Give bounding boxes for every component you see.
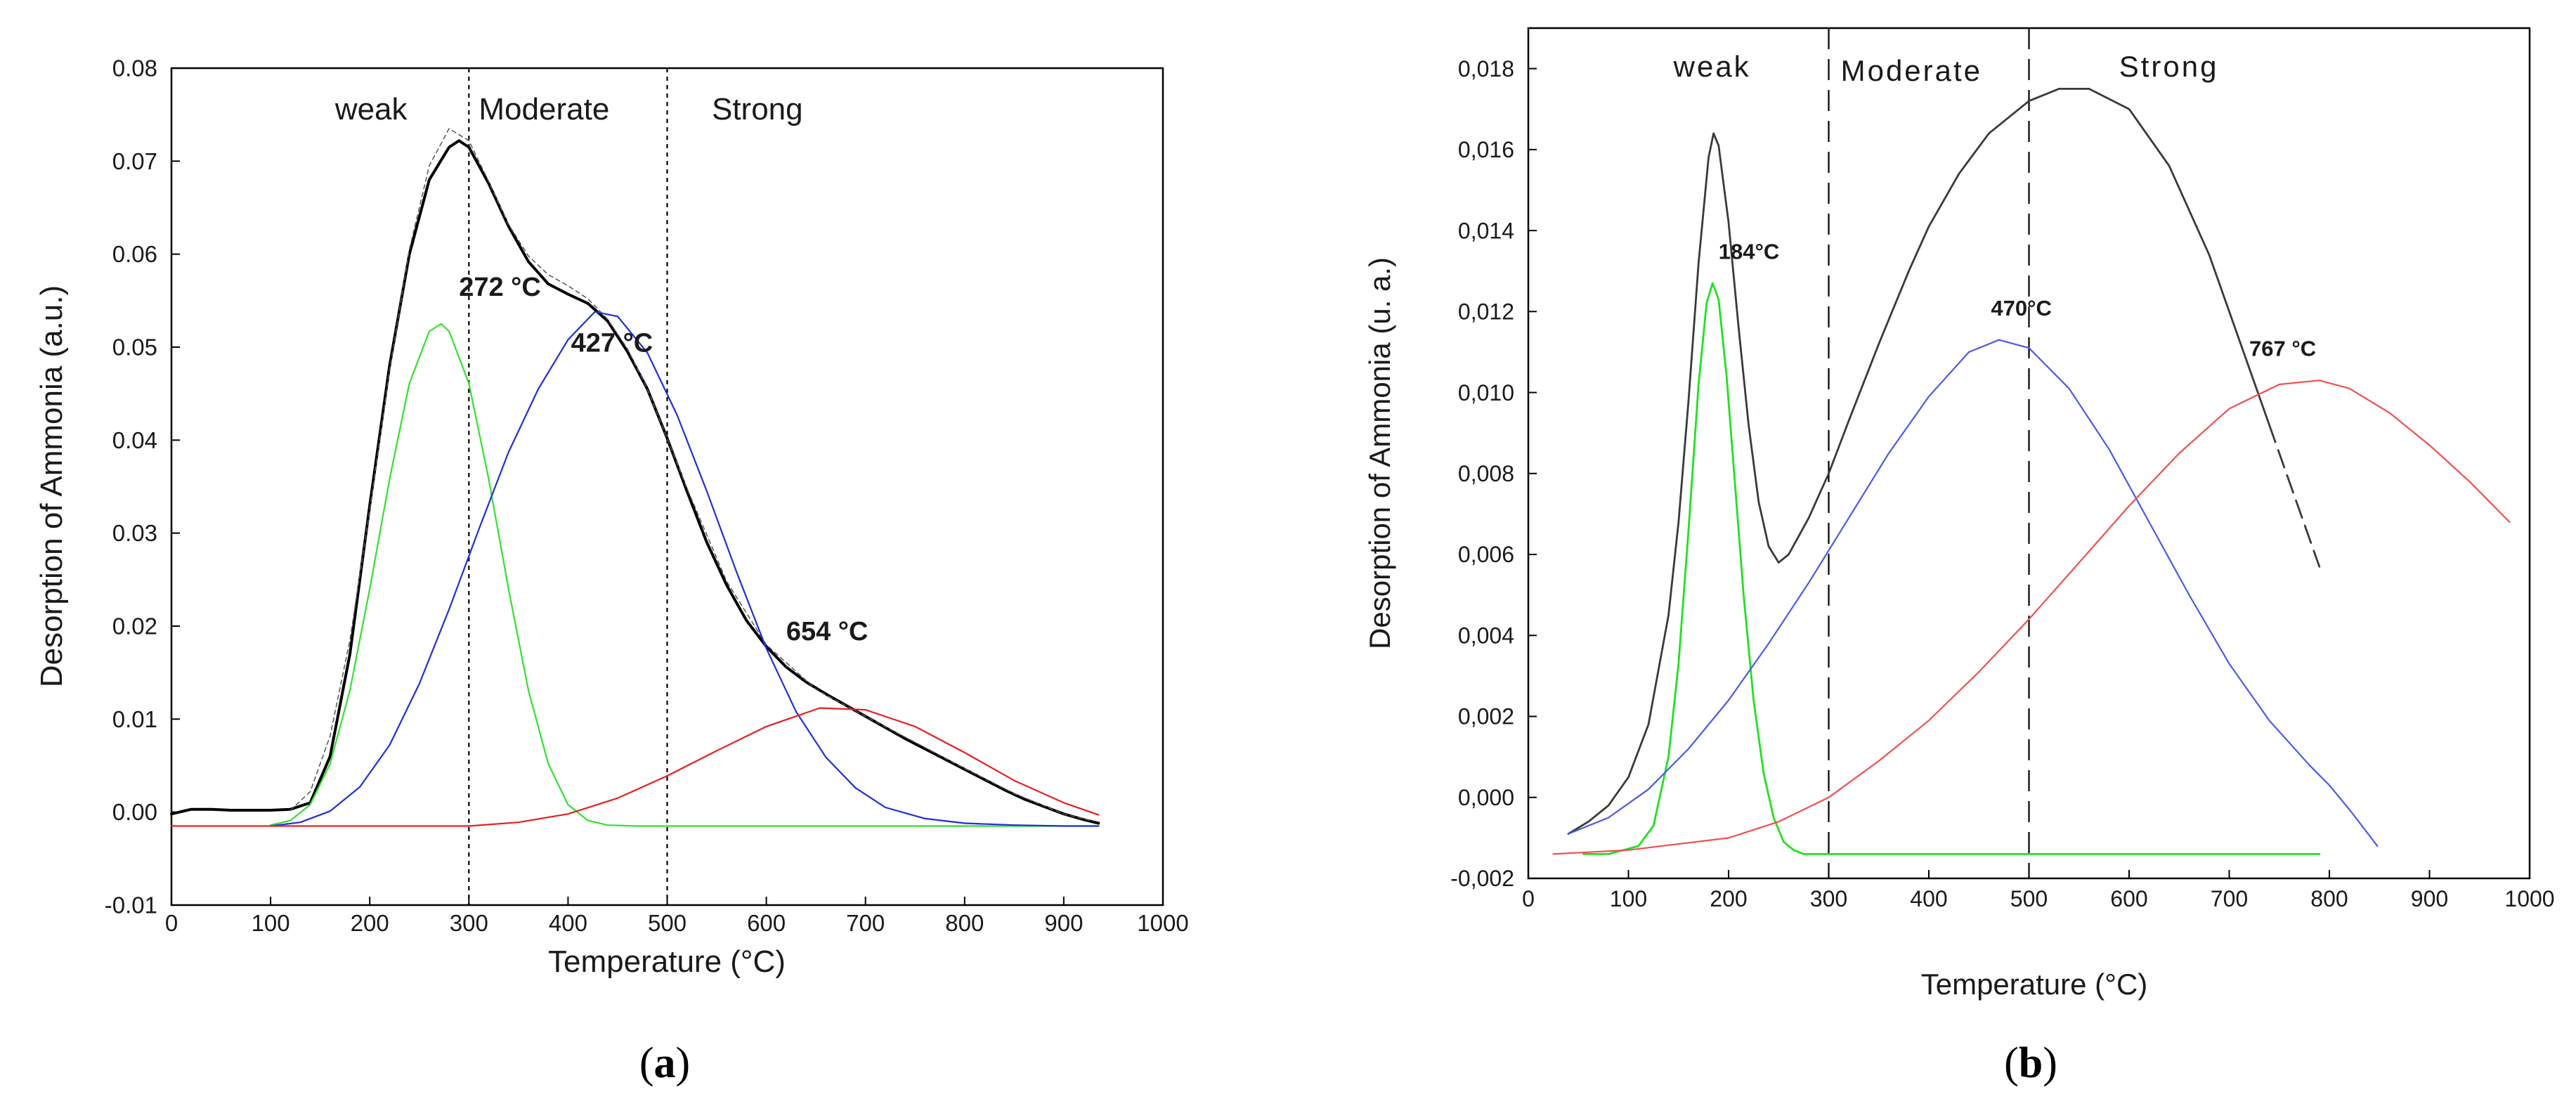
x-tick-label-400-a: 400 — [549, 910, 587, 936]
y-tick-label-9-b: 0,016 — [1458, 137, 1514, 162]
caption-b-letter: b — [2019, 1039, 2043, 1087]
x-axis-title-a: Temperature (°C) — [548, 944, 786, 979]
x-tick-label-300-b: 300 — [1810, 886, 1847, 911]
x-tick-label-400-b: 400 — [1910, 886, 1947, 911]
peak-label-470-c-b: 470°C — [1991, 296, 2052, 320]
y-tick-label-3-b: 0,004 — [1458, 623, 1514, 648]
y-tick-label-2-a: 0.01 — [112, 706, 157, 732]
y-axis-title-a: Desorption of Ammonia (a.u.) — [34, 285, 69, 687]
caption-a-letter: a — [654, 1039, 676, 1087]
series-gaussian-767-c-b — [1552, 379, 2511, 855]
x-tick-label-200-b: 200 — [1710, 886, 1747, 911]
series-gaussian-654-c-a — [170, 707, 1100, 827]
region-label-moderate-a: Moderate — [479, 92, 609, 126]
y-tick-label-3-a: 0.02 — [112, 613, 157, 639]
x-tick-label-300-a: 300 — [450, 910, 488, 936]
series-total-tpd-profile-a — [170, 139, 1100, 825]
series-gaussian-427-c-a — [270, 311, 1100, 827]
region-label-strong-a: Strong — [712, 92, 803, 126]
y-tick-label-2-b: 0,002 — [1458, 704, 1514, 729]
y-tick-label-10-b: 0,018 — [1458, 56, 1514, 82]
region-label-moderate-b: Moderate — [1841, 54, 1982, 87]
series-gaussian-470-c-b — [1567, 339, 2379, 847]
y-tick-label-0-a: -0.01 — [105, 892, 157, 918]
x-tick-label-0-b: 0 — [1522, 886, 1535, 911]
y-tick-label-6-a: 0.05 — [112, 334, 157, 360]
y-axis-title-b: Desorption of Ammonia (u. a.) — [1363, 257, 1396, 649]
x-tick-label-200-a: 200 — [351, 910, 389, 936]
region-label-weak-a: weak — [334, 92, 408, 126]
region-label-weak-b: weak — [1673, 50, 1751, 83]
y-tick-label-5-a: 0.04 — [112, 427, 157, 453]
region-label-strong-b: Strong — [2119, 50, 2219, 83]
series-gaussian-272-c-a — [270, 323, 1100, 827]
y-tick-label-0-b: -0,002 — [1450, 866, 1514, 891]
x-tick-label-900-b: 900 — [2411, 886, 2448, 911]
y-tick-label-8-b: 0,014 — [1458, 218, 1514, 243]
series-total-tpd-profile-extension-b — [2268, 424, 2321, 568]
peak-label-427-c-a: 427 °C — [571, 329, 653, 358]
y-tick-label-9-a: 0.08 — [112, 56, 157, 82]
x-tick-label-100-a: 100 — [252, 910, 290, 936]
x-tick-label-700-b: 700 — [2211, 886, 2248, 911]
x-tick-label-600-a: 600 — [747, 910, 786, 936]
peak-label-767-c-b: 767 °C — [2249, 337, 2316, 361]
y-tick-label-7-a: 0.06 — [112, 241, 157, 267]
caption-a: (a) — [639, 1039, 690, 1087]
x-tick-label-100-b: 100 — [1610, 886, 1647, 911]
x-tick-label-500-a: 500 — [648, 910, 687, 936]
x-tick-label-1000-a: 1000 — [1137, 910, 1188, 936]
x-tick-label-500-b: 500 — [2010, 886, 2048, 911]
x-tick-label-700-a: 700 — [846, 910, 885, 936]
panel-a: 0 100 200 300 400 500 600 700 800 900 1000 -0.01 0.… — [34, 56, 1189, 1087]
x-axis-title-b: Temperature (°C) — [1921, 968, 2148, 1001]
x-tick-label-900-a: 900 — [1044, 910, 1083, 936]
caption-b: (b) — [2004, 1039, 2057, 1087]
y-tick-label-7-b: 0,012 — [1458, 299, 1514, 325]
x-tick-label-1000-b: 1000 — [2504, 886, 2554, 911]
x-tick-label-800-a: 800 — [945, 910, 984, 936]
y-tick-label-4-a: 0.03 — [112, 520, 157, 546]
series-fit-envelope-a — [290, 128, 1094, 822]
y-tick-label-1-a: 0.00 — [112, 799, 157, 825]
y-tick-label-5-b: 0,008 — [1458, 461, 1514, 486]
peak-label-184-c-b: 184°C — [1719, 239, 1780, 264]
x-tick-label-800-b: 800 — [2310, 886, 2348, 911]
peak-label-272-c-a: 272 °C — [459, 273, 541, 302]
y-tick-label-4-b: 0,006 — [1458, 542, 1514, 567]
y-tick-label-1-b: 0,000 — [1458, 785, 1514, 810]
panel-b: 0 100 200 300 400 500 600 700 800 900 1000 -0,002 0… — [1363, 27, 2555, 1087]
x-tick-label-600-b: 600 — [2110, 886, 2147, 911]
series-total-tpd-profile-b — [1567, 88, 2270, 835]
y-tick-label-8-a: 0.07 — [112, 148, 157, 174]
y-tick-label-6-b: 0,010 — [1458, 380, 1514, 405]
series-gaussian-184-c-b — [1582, 282, 2321, 855]
x-tick-label-0-a: 0 — [165, 910, 178, 936]
peak-label-654-c-a: 654 °C — [786, 617, 869, 646]
